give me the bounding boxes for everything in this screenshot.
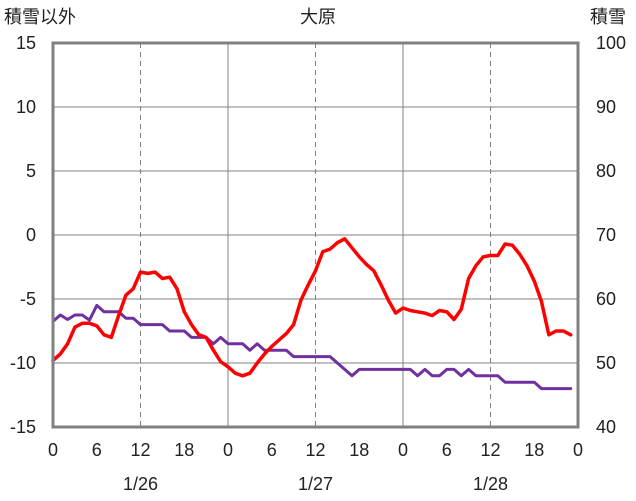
x-tick-label: 18 [349, 440, 369, 460]
right-tick-label: 50 [596, 353, 616, 373]
x-tick-label: 0 [398, 440, 408, 460]
right-tick-label: 60 [596, 289, 616, 309]
right-axis-ticks: 100 90 80 70 60 50 40 [596, 33, 626, 437]
left-tick-label: 15 [16, 33, 36, 53]
x-tick-label: 0 [223, 440, 233, 460]
left-tick-label: 10 [16, 97, 36, 117]
temperature-series-line [51, 237, 573, 378]
date-label: 1/27 [298, 474, 333, 494]
x-tick-label: 18 [174, 440, 194, 460]
x-tick-label: 0 [573, 440, 583, 460]
snow_depth-series-line [51, 303, 573, 391]
x-axis-ticks: 0 6 12 18 0 6 12 18 0 6 12 18 0 [48, 440, 583, 460]
x-tick-label: 6 [92, 440, 102, 460]
date-label: 1/26 [123, 474, 158, 494]
left-tick-label: -10 [10, 353, 36, 373]
date-label: 1/28 [473, 474, 508, 494]
x-tick-label: 6 [267, 440, 277, 460]
left-tick-label: 0 [26, 225, 36, 245]
series-lines [51, 237, 573, 391]
left-tick-label: -5 [20, 289, 36, 309]
x-tick-label: 12 [305, 440, 325, 460]
chart-title: 大原 [300, 7, 336, 28]
right-tick-label: 90 [596, 97, 616, 117]
x-tick-label: 12 [480, 440, 500, 460]
x-tick-label: 18 [524, 440, 544, 460]
left-axis-title: 積雪以外 [4, 7, 76, 28]
right-tick-label: 80 [596, 161, 616, 181]
x-tick-label: 0 [48, 440, 58, 460]
right-tick-label: 70 [596, 225, 616, 245]
left-axis-ticks: 15 10 5 0 -5 -10 -15 [10, 33, 36, 437]
right-tick-label: 40 [596, 417, 616, 437]
right-tick-label: 100 [596, 33, 626, 53]
x-tick-label: 12 [130, 440, 150, 460]
x-tick-label: 6 [442, 440, 452, 460]
plot-frame [51, 41, 580, 429]
date-labels: 1/26 1/27 1/28 [123, 474, 508, 494]
grid [53, 43, 578, 427]
left-tick-label: -15 [10, 417, 36, 437]
right-axis-title: 積雪 [590, 7, 626, 28]
left-tick-label: 5 [26, 161, 36, 181]
